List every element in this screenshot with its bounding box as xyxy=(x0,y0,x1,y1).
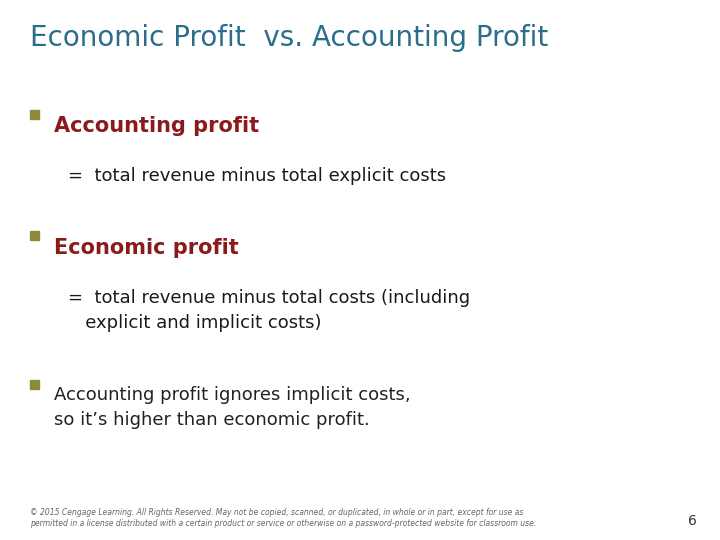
FancyBboxPatch shape xyxy=(30,380,39,389)
Text: Economic profit: Economic profit xyxy=(54,238,239,258)
Text: Accounting profit: Accounting profit xyxy=(54,116,259,136)
FancyBboxPatch shape xyxy=(30,110,39,119)
Text: Economic Profit  vs. Accounting Profit: Economic Profit vs. Accounting Profit xyxy=(30,24,549,52)
Text: Accounting profit ignores implicit costs,
so it’s higher than economic profit.: Accounting profit ignores implicit costs… xyxy=(54,386,410,429)
FancyBboxPatch shape xyxy=(30,231,39,240)
Text: =  total revenue minus total costs (including
   explicit and implicit costs): = total revenue minus total costs (inclu… xyxy=(68,289,471,332)
Text: 6: 6 xyxy=(688,514,697,528)
Text: =  total revenue minus total explicit costs: = total revenue minus total explicit cos… xyxy=(68,167,446,185)
Text: © 2015 Cengage Learning. All Rights Reserved. May not be copied, scanned, or dup: © 2015 Cengage Learning. All Rights Rese… xyxy=(30,508,536,528)
